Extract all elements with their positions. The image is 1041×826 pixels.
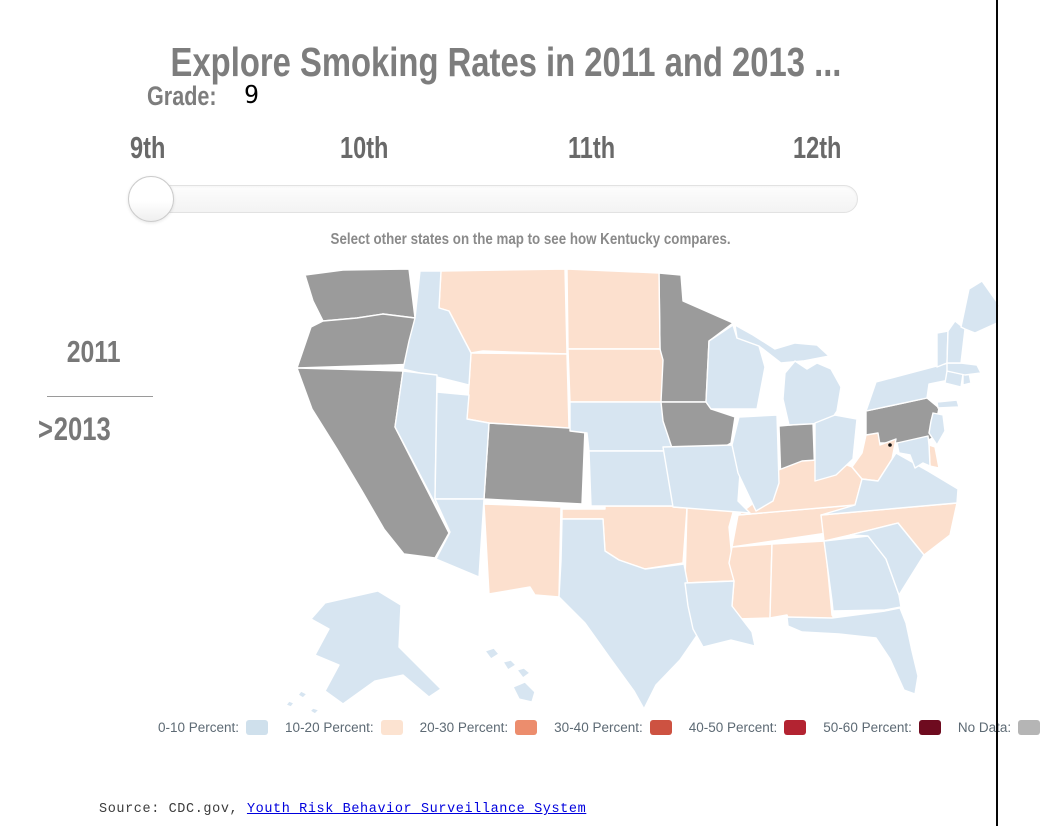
state-ne[interactable]	[569, 401, 674, 452]
legend-label: 10-20 Percent:	[285, 720, 374, 735]
legend-label: 30-40 Percent:	[554, 720, 643, 735]
selected-year-chevron-icon: >	[38, 411, 53, 447]
state-tx[interactable]	[558, 518, 701, 710]
legend-item: 20-30 Percent:	[420, 720, 538, 735]
state-oh[interactable]	[814, 414, 858, 482]
state-wy[interactable]	[466, 352, 570, 429]
state-me[interactable]	[960, 280, 1000, 334]
map-note: Select other states on the map to see ho…	[330, 231, 732, 248]
source-link[interactable]: Youth Risk Behavior Surveillance System	[246, 802, 587, 817]
state-va[interactable]	[820, 452, 959, 516]
legend-label: No Data:	[957, 720, 1012, 735]
state-sd[interactable]	[567, 348, 664, 403]
state-ak[interactable]	[297, 690, 308, 699]
dc-marker	[888, 443, 892, 447]
slider-tick-labels: 9th 10th 11th 12th	[130, 130, 857, 166]
state-hi[interactable]	[502, 659, 517, 671]
state-ks[interactable]	[588, 450, 676, 507]
state-hi[interactable]	[484, 647, 500, 660]
legend-label: 20-30 Percent:	[419, 720, 509, 735]
slider-tick-label-10th[interactable]: 10th	[340, 130, 389, 165]
us-map-svg	[285, 268, 1000, 715]
state-az[interactable]	[434, 498, 485, 578]
state-ms[interactable]	[728, 543, 773, 620]
grade-label: Grade:	[147, 81, 217, 111]
grade-value: 9	[244, 80, 260, 109]
state-sc[interactable]	[849, 522, 925, 596]
legend-item: 10-20 Percent:	[285, 720, 403, 735]
legend-swatch	[649, 720, 672, 735]
state-fl[interactable]	[786, 607, 919, 695]
state-ak[interactable]	[309, 707, 320, 715]
slider-tick-label-9th[interactable]: 9th	[130, 130, 166, 165]
grade-row: Grade: 9	[147, 80, 259, 112]
state-nm[interactable]	[483, 503, 562, 598]
legend-label: 50-60 Percent:	[823, 720, 912, 735]
legend-swatch	[918, 720, 941, 735]
state-nj[interactable]	[928, 412, 946, 446]
state-hi[interactable]	[512, 681, 536, 703]
state-mi[interactable]	[782, 360, 842, 426]
slider-tick-label-12th[interactable]: 12th	[793, 130, 842, 165]
state-la[interactable]	[684, 580, 756, 648]
slider-tick-label-11th[interactable]: 11th	[567, 130, 615, 165]
state-co[interactable]	[483, 422, 586, 505]
legend-item: 50-60 Percent:	[823, 720, 941, 735]
source-prefix: Source: CDC.gov,	[99, 802, 247, 817]
state-wa[interactable]	[304, 268, 416, 322]
state-ak[interactable]	[285, 700, 295, 708]
source-text: Source: CDC.gov, Youth Risk Behavior Sur…	[99, 802, 586, 817]
legend-swatch	[246, 720, 269, 735]
legend-swatch	[380, 720, 403, 735]
legend-swatch	[515, 720, 538, 735]
year-2013-button[interactable]: >2013	[38, 411, 111, 447]
us-choropleth-map	[283, 261, 1015, 723]
state-nd[interactable]	[566, 268, 661, 350]
year-2011-button[interactable]: 2011	[67, 334, 121, 369]
legend: 0-10 Percent: 10-20 Percent: 20-30 Percent…	[158, 720, 1041, 735]
legend-item: 40-50 Percent:	[689, 720, 807, 735]
state-nh[interactable]	[946, 320, 966, 364]
legend-item: 0-10 Percent:	[158, 720, 269, 735]
legend-item: 30-40 Percent:	[554, 720, 672, 735]
frame-border-line	[996, 0, 998, 826]
legend-label: 40-50 Percent:	[688, 720, 778, 735]
state-or[interactable]	[296, 313, 421, 369]
state-md[interactable]	[896, 435, 931, 469]
legend-item: No Data:	[957, 720, 1041, 735]
state-ny[interactable]	[936, 399, 960, 409]
page-title: Explore Smoking Rates in 2011 and 2013 .…	[170, 39, 842, 86]
state-il[interactable]	[731, 414, 780, 512]
legend-swatch	[1018, 720, 1041, 735]
state-wi[interactable]	[705, 324, 766, 410]
state-mi[interactable]	[734, 324, 830, 364]
state-id[interactable]	[402, 270, 472, 386]
state-hi[interactable]	[516, 667, 531, 679]
legend-swatch	[784, 720, 807, 735]
legend-label: 0-10 Percent:	[158, 720, 240, 735]
grade-slider-handle[interactable]	[128, 176, 174, 222]
grade-slider-track[interactable]	[130, 185, 858, 213]
year-toggle-divider	[47, 396, 153, 397]
state-ak[interactable]	[310, 590, 442, 705]
